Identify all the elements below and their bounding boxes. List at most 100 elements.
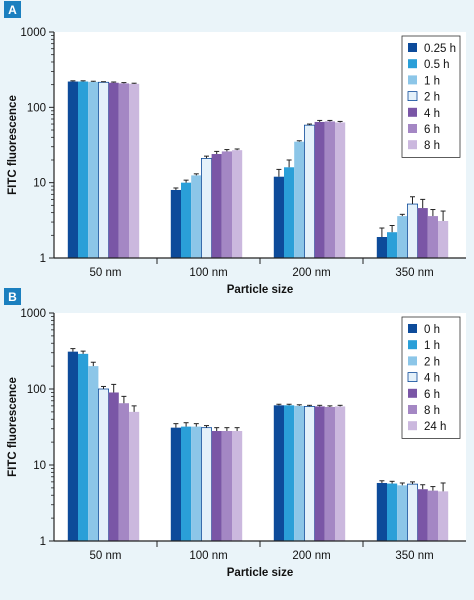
x-tick-label: 50 nm	[90, 550, 122, 562]
panel-badge	[4, 288, 21, 305]
bar	[88, 81, 99, 259]
bar	[211, 154, 222, 258]
bar	[273, 405, 284, 541]
bar	[191, 426, 202, 541]
bar	[118, 83, 129, 258]
bar	[232, 150, 243, 258]
bar	[376, 482, 387, 541]
panel-a: A 1 10 100 1000 FITC fluorescence 50 nm 100 nm 2…	[4, 1, 466, 296]
legend-label: 6 h	[424, 389, 440, 401]
bar	[438, 220, 449, 258]
bar	[335, 406, 346, 541]
bar	[118, 403, 129, 541]
bar	[211, 431, 222, 541]
x-tick-label: 50 nm	[90, 267, 122, 279]
bar	[191, 175, 202, 258]
y-tick-label: 10	[33, 460, 46, 472]
legend-label: 0.5 h	[424, 59, 450, 71]
y-tick-label: 100	[27, 102, 46, 114]
legend-label: 1 h	[424, 75, 440, 87]
y-tick-label: 100	[27, 384, 46, 396]
legend-swatch	[408, 388, 417, 398]
bar	[335, 122, 346, 258]
x-axis-title: Particle size	[227, 284, 293, 296]
y-axis-title: FITC fluorescence	[7, 377, 19, 477]
legend-label: 2 h	[424, 92, 440, 104]
bar	[324, 121, 335, 259]
x-axis-title: Particle size	[227, 567, 293, 579]
legend-swatch	[408, 421, 417, 431]
legend-swatch	[407, 372, 418, 383]
legend-swatch	[408, 75, 417, 85]
bar	[181, 426, 192, 541]
legend-swatch	[408, 324, 417, 333]
bar	[273, 176, 284, 258]
bar	[324, 406, 335, 541]
bar	[314, 406, 325, 541]
bar	[406, 483, 418, 542]
bar	[170, 427, 181, 541]
legend-label: 4 h	[424, 373, 440, 385]
bar	[294, 405, 305, 541]
bar	[294, 141, 305, 258]
bar	[376, 237, 387, 258]
legend-label: 6 h	[424, 124, 440, 136]
bar	[129, 411, 140, 541]
y-tick-label: 1000	[20, 308, 46, 320]
legend-swatch	[408, 107, 417, 117]
bar	[221, 151, 232, 258]
panel-label: A	[8, 3, 17, 17]
bar	[303, 124, 315, 259]
bar	[78, 353, 89, 541]
bar	[397, 216, 408, 258]
bar	[108, 82, 119, 259]
legend-label: 8 h	[424, 405, 440, 417]
bar	[67, 351, 78, 541]
bar	[427, 216, 438, 258]
bar	[232, 431, 243, 541]
bar	[427, 490, 438, 541]
legend-swatch	[408, 140, 417, 150]
bar	[88, 366, 99, 541]
bar	[406, 203, 418, 259]
legend-swatch	[408, 356, 417, 366]
legend-label: 2 h	[424, 356, 440, 368]
bar	[303, 406, 315, 542]
bar	[67, 81, 78, 258]
legend-label: 4 h	[424, 108, 440, 120]
x-tick-label: 100 nm	[189, 550, 227, 562]
y-tick-label: 10	[33, 178, 46, 190]
legend-swatch	[408, 340, 417, 350]
bar	[78, 81, 89, 258]
y-axis-title: FITC fluorescence	[7, 95, 19, 195]
y-tick-label: 1	[40, 536, 46, 548]
bar	[314, 121, 325, 258]
x-tick-label: 200 nm	[292, 550, 330, 562]
legend-swatch	[408, 43, 417, 52]
bar	[284, 405, 295, 541]
bar	[438, 491, 449, 541]
bar	[200, 427, 212, 542]
bar	[181, 182, 192, 258]
legend-label: 0 h	[424, 324, 440, 336]
bar	[397, 485, 408, 541]
legend-swatch	[408, 124, 417, 133]
x-tick-label: 350 nm	[395, 267, 433, 279]
legend-label: 0.25 h	[424, 43, 456, 55]
bar	[417, 489, 428, 541]
bar	[98, 81, 110, 259]
bar	[387, 232, 398, 258]
bar	[129, 83, 140, 259]
legend-label: 1 h	[424, 340, 440, 352]
bar	[170, 189, 181, 258]
y-tick-label: 1000	[20, 27, 46, 39]
x-tick-label: 200 nm	[292, 267, 330, 279]
bar	[200, 157, 212, 259]
bar	[387, 483, 398, 541]
x-tick-label: 350 nm	[395, 550, 433, 562]
y-tick-label: 1	[40, 253, 46, 265]
x-tick-label: 100 nm	[189, 267, 227, 279]
bar	[417, 208, 428, 258]
legend-swatch	[408, 59, 417, 69]
